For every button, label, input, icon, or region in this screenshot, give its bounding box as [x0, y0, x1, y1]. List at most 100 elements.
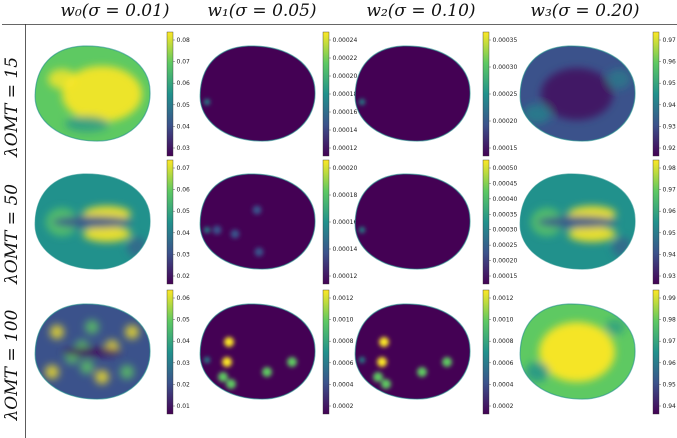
colorbar-tick-label: 0.00016	[333, 219, 358, 226]
colorbar-tick-label: 0.01	[177, 403, 191, 410]
colorbar-tick-label: 0.0002	[333, 403, 354, 410]
panel-r2-c2: 0.0012 0.0010 0.0008 0.0006 0.0004 0.0002	[354, 289, 514, 415]
colorbar: 0.00024 0.00022 0.00020 0.00018 0.00016 0.000…	[322, 31, 358, 157]
colorbar-tick-label: 0.00045	[493, 180, 518, 187]
colorbar: 0.99 0.98 0.97 0.96 0.95 0.94	[652, 289, 677, 415]
colorbar-tick-label: 0.00020	[493, 258, 518, 265]
colorbar-tick-label: 0.93	[663, 123, 677, 130]
panel-r0-c0: 0.08 0.07 0.06 0.05 0.04 0.03	[34, 31, 191, 157]
colorbar-tick-label: 0.00050	[493, 165, 518, 172]
panel-r0-c2: 0.00035 0.00030 0.00025 0.00020 0.00015	[354, 31, 518, 157]
colorbar: 0.06 0.05 0.04 0.03 0.02 0.01	[166, 289, 191, 415]
colorbar-tick-label: 0.93	[663, 273, 677, 280]
brain-map	[200, 45, 316, 142]
panel-r1-c0: 0.07 0.06 0.05 0.04 0.03 0.02	[34, 159, 191, 285]
colorbar-tick-label: 0.0006	[333, 360, 354, 367]
colorbar-tick-label: 0.03	[177, 145, 191, 152]
colorbar-tick-label: 0.06	[177, 295, 191, 302]
colorbar-tick-label: 0.00015	[493, 145, 518, 152]
brain-map	[200, 173, 316, 270]
colorbar-tick-label: 0.07	[177, 165, 191, 172]
panel-r0-c3: 0.97 0.96 0.95 0.94 0.93 0.92	[519, 31, 677, 157]
colorbar-tick-label: 0.95	[663, 381, 677, 388]
colorbar: 0.07 0.06 0.05 0.04 0.03 0.02	[166, 159, 191, 285]
colorbar: 0.98 0.97 0.96 0.95 0.94 0.93	[652, 159, 677, 285]
panel-r2-c3: 0.99 0.98 0.97 0.96 0.95 0.94	[519, 289, 677, 415]
colorbar-tick-label: 0.94	[663, 251, 677, 258]
colorbar-tick-label: 0.00030	[493, 227, 518, 234]
colorbar-tick-label: 0.00020	[333, 73, 358, 80]
column-title-w0: w₀(σ = 0.01)	[60, 1, 169, 21]
panel-r1-c1: 0.00020 0.00018 0.00016 0.00014 0.00012	[199, 159, 358, 285]
brain-map	[520, 45, 636, 142]
colorbar-tick-label: 0.06	[177, 80, 191, 87]
colorbar-tick-label: 0.98	[663, 165, 677, 172]
panel-r0-c1: 0.00024 0.00022 0.00020 0.00018 0.00016 0.000…	[199, 31, 358, 157]
colorbar-tick-label: 0.92	[663, 145, 677, 152]
colorbar-tick-label: 0.0004	[493, 381, 514, 388]
colorbar-tick-label: 0.00012	[333, 273, 358, 280]
colorbar-tick-label: 0.95	[663, 230, 677, 237]
colorbar-tick-label: 0.97	[663, 187, 677, 194]
colorbar-tick-label: 0.0006	[493, 360, 514, 367]
colorbar-tick-label: 0.98	[663, 317, 677, 324]
brain-map	[200, 303, 316, 400]
colorbar-tick-label: 0.04	[177, 338, 191, 345]
column-title-w1: w₁(σ = 0.05)	[207, 1, 316, 21]
colorbar-tick-label: 0.0012	[493, 295, 514, 302]
colorbar-tick-label: 0.96	[663, 360, 677, 367]
panel-r1-c3: 0.98 0.97 0.96 0.95 0.94 0.93	[519, 159, 677, 285]
colorbar-tick-label: 0.08	[177, 37, 191, 44]
colorbar-tick-label: 0.03	[177, 360, 191, 367]
colorbar-tick-label: 0.00022	[333, 55, 358, 62]
colorbar-tick-label: 0.00014	[333, 246, 358, 253]
colorbar: 0.00050 0.00045 0.00040 0.00035 0.00030 0.000…	[482, 159, 518, 285]
colorbar-tick-label: 0.96	[663, 59, 677, 66]
colorbar: 0.0012 0.0010 0.0008 0.0006 0.0004 0.0002	[482, 289, 514, 415]
colorbar-tick-label: 0.06	[177, 187, 191, 194]
brain-map	[355, 303, 471, 400]
colorbar-tick-label: 0.00040	[493, 196, 518, 203]
colorbar-tick-label: 0.00018	[333, 91, 358, 98]
colorbar-tick-label: 0.04	[177, 230, 191, 237]
colorbar-tick-label: 0.00014	[333, 127, 358, 134]
colorbar-tick-label: 0.02	[177, 273, 191, 280]
brain-map	[35, 173, 151, 270]
row-title-lambda-50: λOMT = 50	[2, 184, 22, 285]
colorbar-tick-label: 0.05	[177, 208, 191, 215]
brain-map	[520, 303, 636, 400]
brain-map	[35, 303, 151, 400]
brain-map	[355, 45, 471, 142]
panel-r2-c1: 0.0012 0.0010 0.0008 0.0006 0.0004 0.0002	[199, 289, 354, 415]
colorbar-tick-label: 0.04	[177, 123, 191, 130]
brain-map	[355, 173, 471, 270]
colorbar-tick-label: 0.00020	[333, 165, 358, 172]
colorbar-tick-label: 0.00012	[333, 145, 358, 152]
colorbar: 0.00020 0.00018 0.00016 0.00014 0.00012	[322, 159, 358, 285]
colorbar-tick-label: 0.00035	[493, 37, 518, 44]
colorbar: 0.08 0.07 0.06 0.05 0.04 0.03	[166, 31, 191, 157]
colorbar-tick-label: 0.96	[663, 208, 677, 215]
colorbar-tick-label: 0.00024	[333, 37, 358, 44]
colorbar-tick-label: 0.03	[177, 251, 191, 258]
colorbar: 0.0012 0.0010 0.0008 0.0006 0.0004 0.0002	[322, 289, 354, 415]
colorbar-tick-label: 0.95	[663, 80, 677, 87]
colorbar-tick-label: 0.0008	[493, 338, 514, 345]
panels-layer: 0.080.070.060.050.040.030.000240.000220.…	[34, 31, 677, 415]
colorbar-tick-label: 0.0012	[333, 295, 354, 302]
colorbar-tick-label: 0.00025	[493, 91, 518, 98]
colorbar-tick-label: 0.00016	[333, 109, 358, 116]
column-title-w2: w₂(σ = 0.10)	[366, 1, 475, 21]
colorbar-tick-label: 0.97	[663, 338, 677, 345]
colorbar: 0.00035 0.00030 0.00025 0.00020 0.00015	[482, 31, 518, 157]
colorbar-tick-label: 0.07	[177, 59, 191, 66]
colorbar-tick-label: 0.99	[663, 295, 677, 302]
colorbar-tick-label: 0.0002	[493, 403, 514, 410]
colorbar-tick-label: 0.05	[177, 102, 191, 109]
panel-r2-c0: 0.06 0.05 0.04 0.03 0.02 0.01	[34, 289, 191, 415]
colorbar-tick-label: 0.00020	[493, 118, 518, 125]
colorbar-tick-label: 0.0010	[333, 317, 354, 324]
colorbar-tick-label: 0.00015	[493, 273, 518, 280]
colorbar-tick-label: 0.94	[663, 403, 677, 410]
colorbar-tick-label: 0.00030	[493, 64, 518, 71]
